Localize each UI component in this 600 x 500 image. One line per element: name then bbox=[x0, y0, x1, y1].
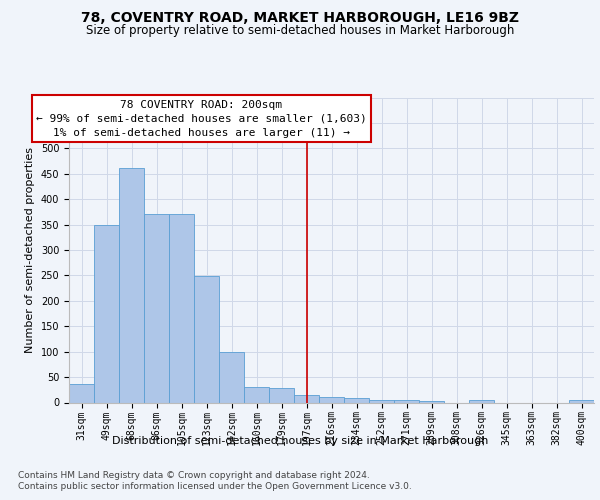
Bar bbox=[469, 400, 494, 402]
Bar bbox=[369, 400, 394, 402]
Bar bbox=[294, 395, 319, 402]
Bar bbox=[94, 225, 119, 402]
Bar bbox=[344, 398, 369, 402]
Bar bbox=[319, 397, 344, 402]
Text: Contains HM Land Registry data © Crown copyright and database right 2024.: Contains HM Land Registry data © Crown c… bbox=[18, 471, 370, 480]
Text: Size of property relative to semi-detached houses in Market Harborough: Size of property relative to semi-detach… bbox=[86, 24, 514, 37]
Bar bbox=[244, 387, 269, 402]
Bar bbox=[569, 400, 594, 402]
Bar bbox=[119, 168, 144, 402]
Text: Contains public sector information licensed under the Open Government Licence v3: Contains public sector information licen… bbox=[18, 482, 412, 491]
Bar bbox=[69, 384, 94, 402]
Bar bbox=[394, 400, 419, 402]
Text: 78, COVENTRY ROAD, MARKET HARBOROUGH, LE16 9BZ: 78, COVENTRY ROAD, MARKET HARBOROUGH, LE… bbox=[81, 11, 519, 25]
Bar bbox=[194, 276, 219, 402]
Bar bbox=[144, 214, 169, 402]
Text: Distribution of semi-detached houses by size in Market Harborough: Distribution of semi-detached houses by … bbox=[112, 436, 488, 446]
Bar bbox=[269, 388, 294, 402]
Bar bbox=[219, 352, 244, 403]
Y-axis label: Number of semi-detached properties: Number of semi-detached properties bbox=[25, 147, 35, 353]
Text: 78 COVENTRY ROAD: 200sqm
← 99% of semi-detached houses are smaller (1,603)
1% of: 78 COVENTRY ROAD: 200sqm ← 99% of semi-d… bbox=[36, 100, 367, 138]
Bar bbox=[169, 214, 194, 402]
Bar bbox=[419, 401, 444, 402]
